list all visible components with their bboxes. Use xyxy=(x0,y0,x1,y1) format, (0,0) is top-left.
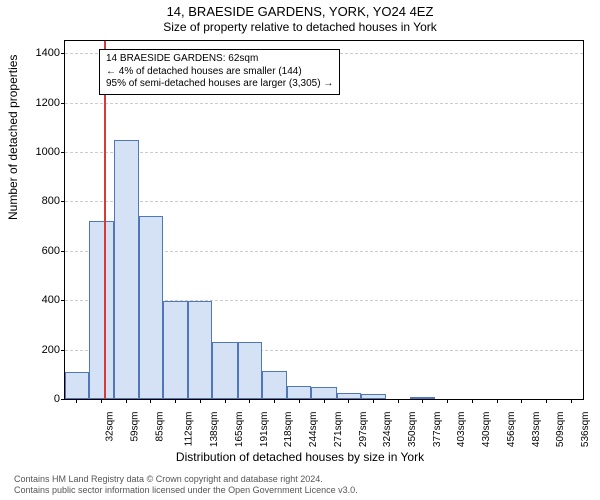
x-tick-label: 483sqm xyxy=(531,412,542,448)
x-tick-mark xyxy=(472,399,473,403)
x-tick-label: 403sqm xyxy=(457,412,468,448)
plot-area: 14 BRAESIDE GARDENS: 62sqm← 4% of detach… xyxy=(64,40,584,400)
x-tick-label: 271sqm xyxy=(333,412,344,448)
histogram-bar xyxy=(65,372,89,399)
chart-title-sub: Size of property relative to detached ho… xyxy=(0,20,600,34)
x-tick-mark xyxy=(447,399,448,403)
x-tick-label: 430sqm xyxy=(481,412,492,448)
x-axis-label: Distribution of detached houses by size … xyxy=(0,450,600,464)
x-tick-label: 32sqm xyxy=(105,412,116,442)
x-tick-mark xyxy=(150,399,151,403)
x-tick-mark xyxy=(422,399,423,403)
x-tick-mark xyxy=(546,399,547,403)
histogram-bar xyxy=(287,386,311,399)
y-tick-label: 1400 xyxy=(36,47,60,59)
x-tick-mark xyxy=(200,399,201,403)
chart-container: 14, BRAESIDE GARDENS, YORK, YO24 4EZ Siz… xyxy=(0,0,600,500)
y-tick-label: 400 xyxy=(42,294,60,306)
y-tick-label: 1200 xyxy=(36,97,60,109)
x-tick-label: 244sqm xyxy=(308,412,319,448)
x-tick-label: 350sqm xyxy=(407,412,418,448)
x-tick-label: 509sqm xyxy=(555,412,566,448)
x-tick-label: 85sqm xyxy=(154,412,165,442)
histogram-bar xyxy=(139,216,163,399)
gridline xyxy=(65,152,583,153)
annotation-line: ← 4% of detached houses are smaller (144… xyxy=(106,66,333,79)
x-tick-label: 59sqm xyxy=(129,412,140,442)
x-tick-mark xyxy=(497,399,498,403)
y-tick-mark xyxy=(61,53,65,54)
y-tick-mark xyxy=(61,103,65,104)
x-tick-mark xyxy=(126,399,127,403)
footer-line-2: Contains public sector information licen… xyxy=(14,485,358,496)
annotation-line: 95% of semi-detached houses are larger (… xyxy=(106,78,333,91)
histogram-bar xyxy=(262,371,287,399)
x-tick-label: 138sqm xyxy=(209,412,220,448)
x-tick-label: 165sqm xyxy=(234,412,245,448)
x-tick-label: 218sqm xyxy=(283,412,294,448)
y-tick-mark xyxy=(61,201,65,202)
histogram-bar xyxy=(114,140,139,399)
x-tick-mark xyxy=(274,399,275,403)
chart-title-main: 14, BRAESIDE GARDENS, YORK, YO24 4EZ xyxy=(0,4,600,19)
x-tick-mark xyxy=(373,399,374,403)
histogram-bar xyxy=(212,342,237,399)
y-tick-mark xyxy=(61,350,65,351)
x-tick-label: 536sqm xyxy=(580,412,591,448)
y-tick-mark xyxy=(61,399,65,400)
x-tick-mark xyxy=(76,399,77,403)
y-tick-label: 0 xyxy=(54,393,60,405)
x-tick-label: 297sqm xyxy=(358,412,369,448)
histogram-bar xyxy=(188,301,212,399)
x-tick-mark xyxy=(249,399,250,403)
x-tick-mark xyxy=(521,399,522,403)
x-tick-mark xyxy=(299,399,300,403)
x-tick-mark xyxy=(101,399,102,403)
x-tick-mark xyxy=(225,399,226,403)
annotation-box: 14 BRAESIDE GARDENS: 62sqm← 4% of detach… xyxy=(99,49,340,95)
x-tick-mark xyxy=(348,399,349,403)
x-tick-mark xyxy=(175,399,176,403)
x-tick-label: 377sqm xyxy=(432,412,443,448)
y-tick-mark xyxy=(61,251,65,252)
annotation-line: 14 BRAESIDE GARDENS: 62sqm xyxy=(106,53,333,66)
x-tick-label: 191sqm xyxy=(259,412,270,448)
y-tick-label: 600 xyxy=(42,245,60,257)
y-axis-label: Number of detached properties xyxy=(6,55,20,220)
y-tick-label: 800 xyxy=(42,195,60,207)
footer-line-1: Contains HM Land Registry data © Crown c… xyxy=(14,474,358,485)
y-tick-label: 200 xyxy=(42,344,60,356)
histogram-bar xyxy=(311,387,336,399)
x-tick-label: 112sqm xyxy=(184,412,195,447)
marker-line xyxy=(104,41,106,399)
y-tick-mark xyxy=(61,300,65,301)
y-tick-mark xyxy=(61,152,65,153)
x-tick-mark xyxy=(571,399,572,403)
histogram-bar xyxy=(238,342,262,399)
x-tick-mark xyxy=(324,399,325,403)
gridline xyxy=(65,201,583,202)
gridline xyxy=(65,103,583,104)
footer-attribution: Contains HM Land Registry data © Crown c… xyxy=(14,474,358,496)
x-tick-label: 324sqm xyxy=(382,412,393,448)
x-tick-mark xyxy=(398,399,399,403)
histogram-bar xyxy=(163,301,188,399)
x-tick-label: 456sqm xyxy=(506,412,517,448)
histogram-bar xyxy=(89,221,113,399)
y-tick-label: 1000 xyxy=(36,146,60,158)
